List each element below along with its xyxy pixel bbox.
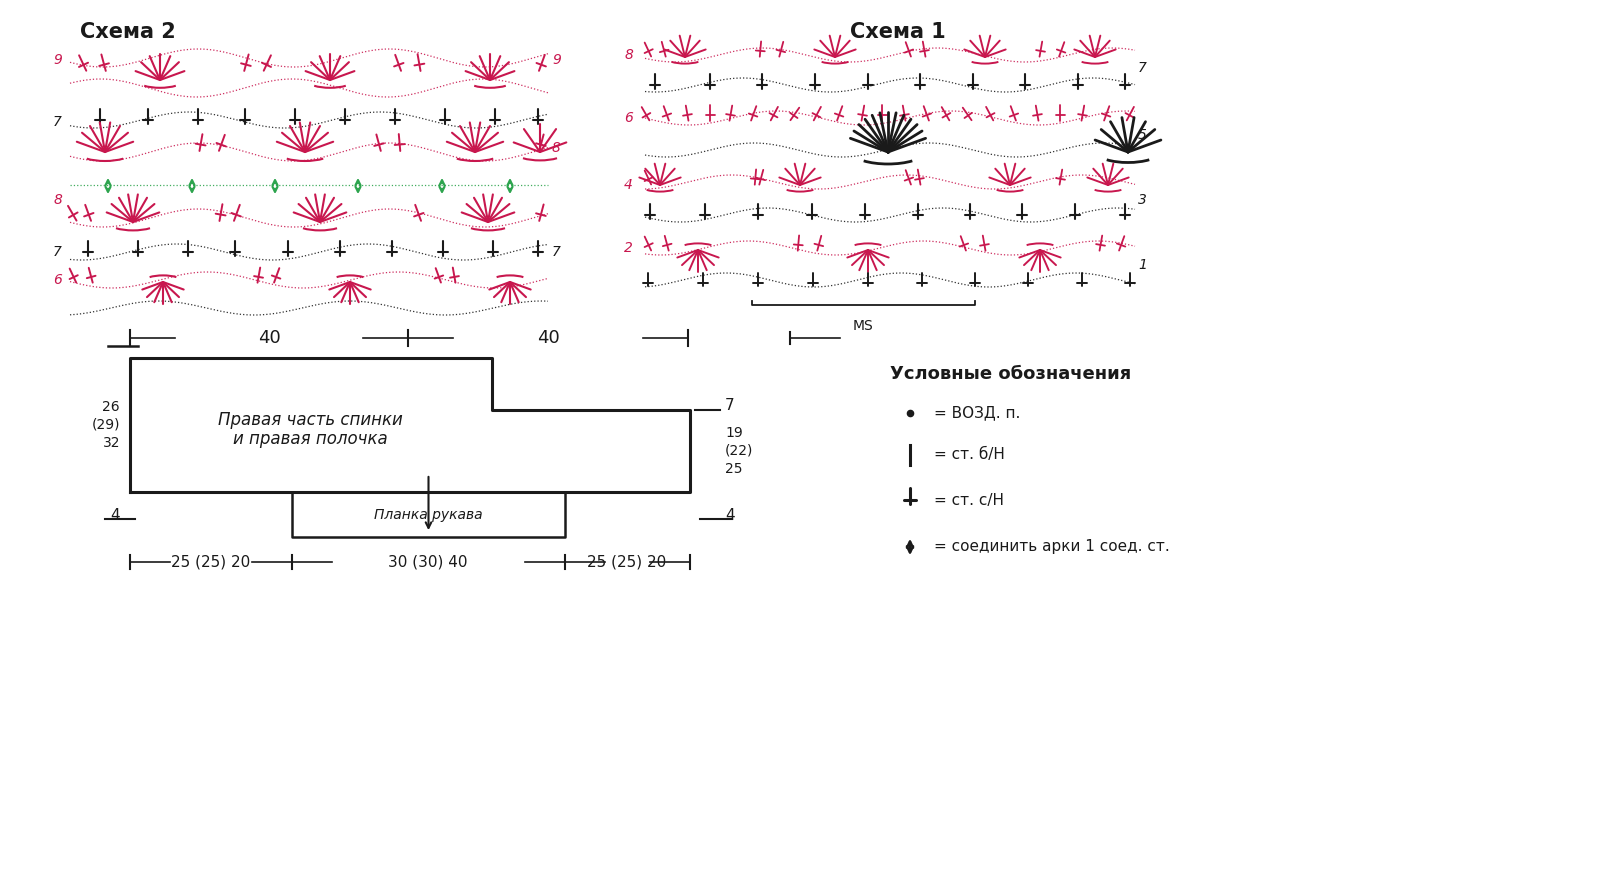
- Text: 19
(22)
25: 19 (22) 25: [725, 426, 754, 477]
- Text: 4: 4: [725, 508, 734, 523]
- Text: 7: 7: [552, 245, 562, 259]
- Text: 8: 8: [53, 193, 62, 207]
- Text: 9: 9: [53, 53, 62, 67]
- Text: Схема 2: Схема 2: [80, 22, 176, 42]
- Text: 8: 8: [552, 141, 562, 155]
- Text: 6: 6: [53, 273, 62, 287]
- Text: Условные обозначения: Условные обозначения: [890, 365, 1131, 383]
- Text: и правая полочка: и правая полочка: [232, 430, 387, 448]
- Text: 1: 1: [1138, 258, 1147, 272]
- Text: Правая часть спинки: Правая часть спинки: [218, 411, 402, 429]
- Text: 4: 4: [624, 178, 634, 192]
- Text: = соединить арки 1 соед. ст.: = соединить арки 1 соед. ст.: [934, 539, 1170, 554]
- Text: 8: 8: [624, 48, 634, 62]
- Point: [898, 406, 923, 420]
- Text: MS: MS: [853, 319, 874, 333]
- Text: 6: 6: [624, 111, 634, 125]
- Text: 30 (30) 40: 30 (30) 40: [389, 554, 467, 569]
- Text: 2: 2: [624, 241, 634, 255]
- Text: 25 (25) 20: 25 (25) 20: [171, 554, 251, 569]
- Text: 7: 7: [1138, 61, 1147, 75]
- Text: 7: 7: [53, 245, 62, 259]
- Text: = ст. с/Н: = ст. с/Н: [934, 492, 1005, 507]
- Text: = ВОЗД. п.: = ВОЗД. п.: [934, 405, 1021, 420]
- Text: 4: 4: [110, 508, 120, 523]
- Text: 26
(29)
32: 26 (29) 32: [91, 400, 120, 450]
- Text: 25 (25) 20: 25 (25) 20: [587, 554, 667, 569]
- Text: 7: 7: [53, 115, 62, 129]
- Text: 40: 40: [536, 329, 560, 347]
- Text: = ст. б/Н: = ст. б/Н: [934, 448, 1005, 463]
- Text: 5: 5: [1138, 128, 1147, 142]
- Text: 3: 3: [1138, 193, 1147, 207]
- Text: 40: 40: [258, 329, 280, 347]
- Text: 7: 7: [725, 397, 734, 412]
- Text: Планка рукава: Планка рукава: [374, 507, 483, 522]
- Text: 9: 9: [552, 53, 562, 67]
- Text: Схема 1: Схема 1: [850, 22, 946, 42]
